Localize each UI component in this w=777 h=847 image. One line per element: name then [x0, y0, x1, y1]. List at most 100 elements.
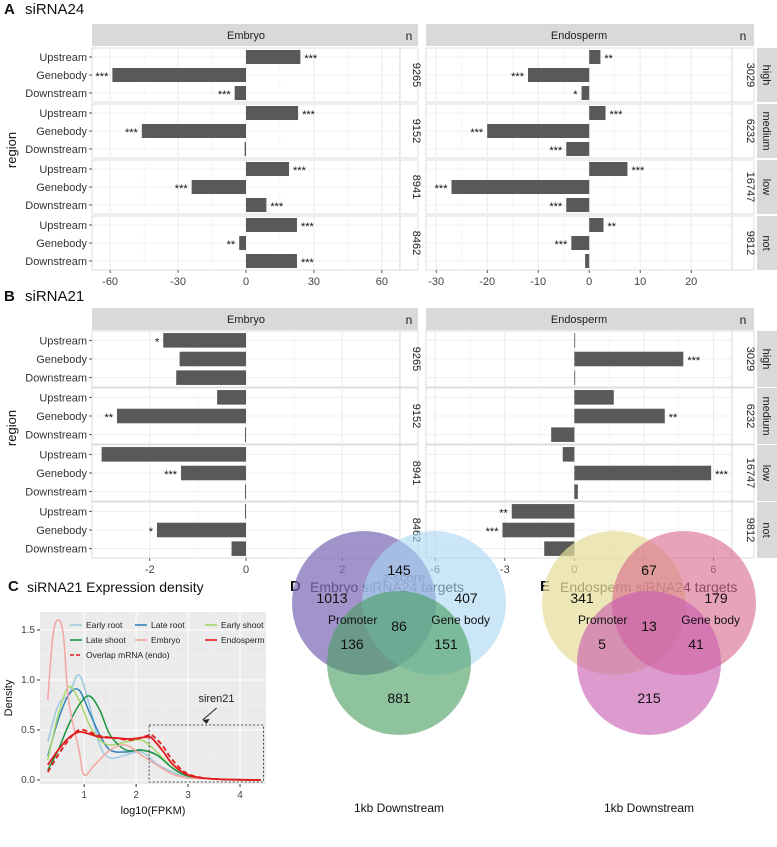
significance-label: **: [604, 53, 613, 65]
n-value: 9265: [410, 63, 422, 87]
x-tick-label: 10: [634, 276, 646, 288]
region-label: Downstream: [25, 430, 87, 442]
x-tick-label: 60: [376, 276, 388, 288]
n-value: 9152: [410, 404, 422, 428]
level-strip: [757, 388, 777, 444]
bar: [245, 504, 246, 519]
significance-label: ***: [304, 53, 318, 65]
x-tick-label: 30: [308, 276, 320, 288]
bar: [571, 235, 590, 251]
bar: [101, 447, 246, 462]
region-label: Upstream: [39, 449, 87, 461]
n-value: 8941: [410, 175, 422, 199]
bar: [246, 49, 301, 65]
n-cell: [399, 444, 419, 502]
density-xlabel: log10(FPKM): [121, 805, 186, 817]
bar: [574, 465, 712, 481]
density-series-line: [47, 695, 261, 781]
significance-label: ***: [125, 127, 139, 139]
n-cell: [731, 215, 755, 271]
legend-label: Embryo: [151, 635, 181, 645]
x-tick-label: -20: [479, 276, 495, 288]
facet-header-strip: [426, 308, 732, 330]
level-strip: [757, 104, 777, 158]
bar: [574, 351, 684, 367]
facet-A-endosperm: Endosperm n******3029 high*********6232 med…: [425, 24, 777, 288]
significance-label: ***: [301, 257, 315, 269]
significance-label: ***: [687, 355, 701, 367]
bar: [589, 161, 628, 177]
bar: [574, 390, 614, 405]
bar: [181, 465, 246, 481]
region-label: Genebody: [36, 238, 87, 250]
level-label: medium: [760, 111, 772, 150]
siren-arrow-line: [202, 707, 217, 721]
facet-header-strip: [92, 24, 400, 46]
region-label: Downstream: [25, 256, 87, 268]
legend-label: Overlap mRNA (endo): [86, 650, 170, 660]
venn-count: 179: [704, 590, 728, 606]
legend-label: Endosperm: [221, 635, 264, 645]
n-cell: [731, 330, 755, 388]
level-label: low: [760, 465, 772, 482]
siren-annotation: siren21: [198, 693, 234, 705]
x-tick-label: 0: [243, 276, 249, 288]
density-x-tick-label: 2: [133, 790, 139, 801]
n-cell: [399, 330, 419, 388]
bar: [246, 253, 297, 269]
level-label: high: [760, 349, 772, 370]
bar: [562, 447, 575, 462]
region-label: Downstream: [25, 544, 87, 556]
n-value: 9812: [744, 231, 756, 255]
region-label: Upstream: [39, 506, 87, 518]
bar: [487, 123, 590, 139]
legend-label: Early shoot: [221, 620, 264, 630]
bar: [511, 504, 575, 519]
x-tick-label: 0: [586, 276, 592, 288]
level-label: high: [760, 65, 772, 86]
facet-title: Embryo: [227, 314, 265, 326]
level-label: not: [760, 522, 772, 537]
density-y-tick-label: 1.0: [21, 675, 35, 686]
n-cell: [399, 159, 419, 215]
n-value: 9812: [744, 518, 756, 542]
venn-count: 881: [387, 690, 411, 706]
significance-label: ***: [610, 109, 624, 121]
bar: [244, 141, 246, 157]
region-label: Downstream: [25, 88, 87, 100]
bar: [217, 390, 246, 405]
legend-label: Early root: [86, 620, 123, 630]
venn-embryo: Embryo siRNA24 targetsPromoterGene body1…: [292, 531, 506, 815]
venn-count: 407: [454, 590, 478, 606]
n-header-strip: [732, 308, 754, 330]
n-header: n: [406, 29, 413, 43]
venn-set-label: 1kb Downstream: [604, 801, 694, 815]
n-cell: [731, 444, 755, 502]
n-cell: [399, 387, 419, 445]
n-value: 3029: [744, 63, 756, 87]
density-y-tick-label: 0.0: [21, 775, 35, 786]
significance-label: ***: [302, 109, 316, 121]
bar: [231, 541, 246, 556]
region-label: Upstream: [39, 220, 87, 232]
significance-label: ***: [301, 221, 315, 233]
level-strip: [757, 331, 777, 387]
x-tick-label: -30: [428, 276, 444, 288]
siren-box: [148, 724, 264, 783]
bar: [246, 105, 299, 121]
n-cell: [731, 159, 755, 215]
x-tick-label: -30: [170, 276, 186, 288]
significance-label: ***: [218, 89, 232, 101]
bar: [245, 484, 246, 499]
level-strip: [757, 216, 777, 270]
bar: [246, 197, 267, 213]
bar: [528, 67, 590, 83]
region-label: Upstream: [39, 108, 87, 120]
region-label: Genebody: [36, 525, 87, 537]
level-label: not: [760, 235, 772, 250]
density-chart: siRNA21 Expression density siren21 Early r…: [3, 579, 266, 817]
n-cell: [731, 501, 755, 559]
n-value: 8941: [410, 461, 422, 485]
bar: [574, 333, 576, 348]
